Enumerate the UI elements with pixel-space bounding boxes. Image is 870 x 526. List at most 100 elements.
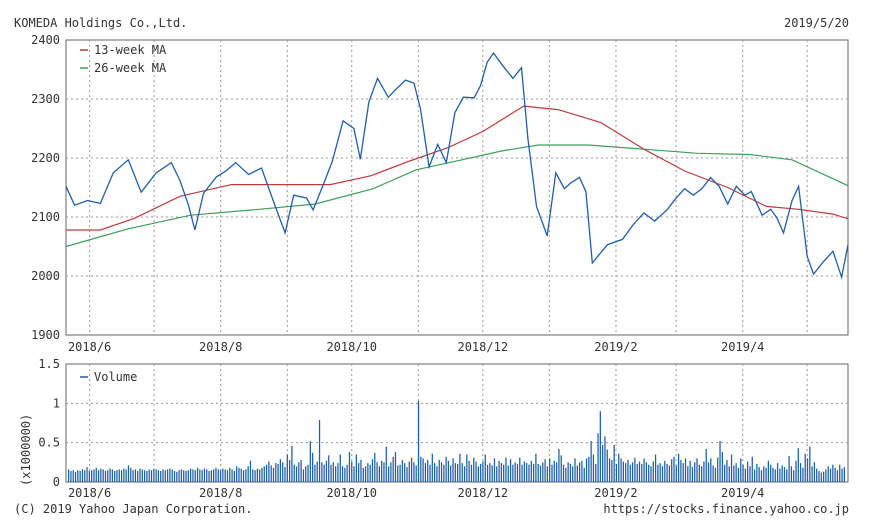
volume-bar xyxy=(192,469,194,482)
volume-bar xyxy=(793,470,795,482)
volume-bar xyxy=(436,466,438,482)
volume-bar xyxy=(606,449,608,482)
volume-bar xyxy=(774,469,776,482)
volume-bar xyxy=(236,466,238,482)
volume-bar xyxy=(482,461,484,482)
volume-bar xyxy=(604,436,606,482)
volume-bar xyxy=(88,471,90,482)
volume-bar xyxy=(585,458,588,482)
volume-bar xyxy=(820,472,822,482)
volume-bar xyxy=(318,419,321,482)
volume-bar xyxy=(843,467,845,482)
volume-bar xyxy=(788,456,790,482)
volume-bar xyxy=(569,463,572,482)
legend-label-26-week-ma: 26-week MA xyxy=(94,61,167,75)
volume-bar xyxy=(691,467,694,482)
legend-label-volume: Volume xyxy=(94,370,137,384)
volume-bar xyxy=(162,469,164,482)
volume-bar xyxy=(466,454,468,482)
volume-bar xyxy=(445,456,447,482)
volume-bar xyxy=(574,458,576,482)
volume-bar xyxy=(491,465,493,482)
volume-legend: Volume xyxy=(80,370,137,384)
volume-bar xyxy=(744,468,746,482)
volume-bar xyxy=(728,466,730,482)
volume-bar xyxy=(753,469,756,482)
volume-bar xyxy=(438,460,440,482)
volume-bar xyxy=(348,452,351,482)
volume-bar xyxy=(311,452,314,482)
volume-bar xyxy=(839,464,841,482)
volume-bar xyxy=(514,462,516,482)
volume-bar xyxy=(567,462,569,482)
volume-bar xyxy=(146,471,148,482)
volume-bar xyxy=(450,465,452,482)
volume-bar xyxy=(229,467,231,482)
volume-bar xyxy=(364,466,367,482)
volume-bar xyxy=(592,454,595,482)
volume-bar xyxy=(114,471,116,482)
volume-bar xyxy=(618,453,620,482)
volume-bar xyxy=(576,465,578,482)
volume-bar xyxy=(233,471,235,482)
volume-bar xyxy=(558,449,560,482)
volume-bar xyxy=(305,466,307,482)
volume-bar xyxy=(735,463,737,482)
volume-bar xyxy=(530,460,532,482)
volume-bar xyxy=(337,463,339,482)
volume-bar xyxy=(433,463,436,482)
volume-bar xyxy=(107,470,109,482)
copyright-text: (C) 2019 Yahoo Japan Corporation. xyxy=(14,502,252,516)
volume-bar xyxy=(509,459,512,482)
volume-bar xyxy=(542,462,544,482)
volume-bar xyxy=(295,466,298,482)
volume-bar xyxy=(470,464,473,482)
volume-bar xyxy=(420,456,422,482)
volume-bar xyxy=(238,467,240,482)
volume-bar xyxy=(213,469,215,482)
volume-bar xyxy=(802,467,804,482)
volume-bar xyxy=(431,453,433,482)
volume-bar xyxy=(275,463,277,482)
volume-bar xyxy=(171,469,173,482)
volume-bar xyxy=(194,470,196,482)
volume-x-tick-2019-2: 2019/2 xyxy=(594,486,637,500)
volume-bar xyxy=(261,467,263,482)
price-x-tick-2018-10: 2018/10 xyxy=(326,340,377,354)
volume-bar xyxy=(565,467,567,482)
volume-bar xyxy=(210,470,212,482)
volume-bar xyxy=(219,470,222,482)
volume-bar xyxy=(799,463,802,482)
volume-bar xyxy=(496,466,498,482)
volume-bar xyxy=(532,463,535,482)
volume-bar xyxy=(240,468,242,482)
chart-date: 2019/5/20 xyxy=(784,16,849,30)
volume-bar xyxy=(459,453,461,482)
volume-bar xyxy=(747,461,749,482)
volume-bar xyxy=(231,469,233,482)
volume-bar xyxy=(394,452,397,482)
volume-bar xyxy=(169,468,171,482)
price-legend: 13-week MA 26-week MA xyxy=(80,43,167,75)
volume-bar xyxy=(325,460,328,482)
volume-bar xyxy=(97,470,100,482)
volume-bar xyxy=(770,464,772,482)
source-url: https://stocks.finance.yahoo.co.jp xyxy=(603,502,849,516)
volume-bar xyxy=(689,460,691,482)
volume-bar xyxy=(608,458,611,482)
volume-bar xyxy=(427,460,429,482)
volume-bar xyxy=(749,466,751,482)
volume-bar xyxy=(555,462,558,482)
volume-bar xyxy=(528,464,530,482)
volume-bar xyxy=(245,469,247,482)
13-week-ma-line xyxy=(66,105,849,231)
volume-bar xyxy=(636,463,638,482)
volume-bar xyxy=(806,458,809,482)
volume-bar xyxy=(254,470,256,482)
volume-bar xyxy=(316,461,318,482)
volume-bar xyxy=(684,458,687,482)
volume-bar xyxy=(206,469,208,482)
volume-bar xyxy=(344,467,346,482)
volume-bar xyxy=(390,462,392,482)
